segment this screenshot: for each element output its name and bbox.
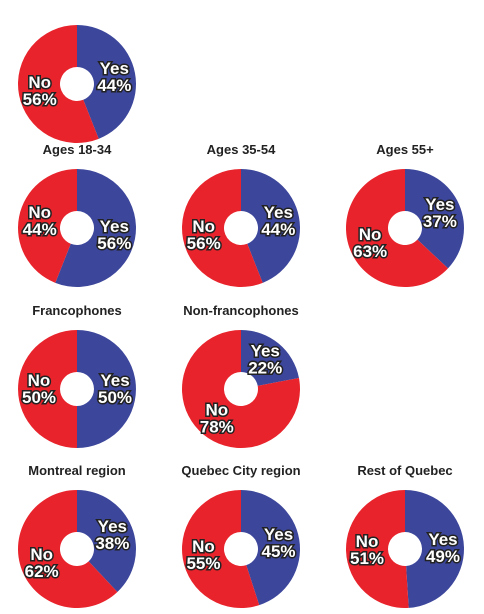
donut-chart-ages-18-34: Ages 18-34 Yes 56% No 44%: [12, 141, 142, 293]
slice-value-yes: 38%: [95, 534, 129, 553]
slice-label-no: No: [359, 225, 382, 244]
slice-value-yes: 37%: [423, 212, 457, 231]
chart-title: Quebec City region: [181, 463, 301, 478]
slice-label-no: No: [205, 400, 228, 419]
donut-chart-ages-35-54: Ages 35-54 Yes 44% No 56%: [176, 141, 306, 293]
chart-title: Rest of Quebec: [357, 463, 453, 478]
chart-title: Francophones: [32, 303, 122, 318]
slice-label-no: No: [356, 532, 379, 551]
slice-value-no: 56%: [23, 90, 57, 109]
slice-value-no: 56%: [187, 234, 221, 253]
chart-title: Ages 55+: [376, 142, 434, 157]
slice-label-no: No: [28, 203, 51, 222]
slice-no: [17, 169, 77, 283]
slice-yes: [405, 490, 464, 608]
slice-label-no: No: [30, 545, 53, 564]
slice-yes: [241, 330, 299, 386]
slice-value-yes: 44%: [261, 220, 295, 239]
slice-yes: [77, 25, 137, 139]
slice-value-yes: 50%: [98, 388, 132, 407]
slice-label-yes: Yes: [425, 195, 454, 214]
donut-chart-non-francophones: Non-francophones Yes 22% No 78%: [176, 302, 306, 454]
slice-no: [182, 330, 300, 448]
slice-value-no: 44%: [23, 220, 57, 239]
slice-label-no: No: [28, 73, 51, 92]
slice-no: [18, 330, 77, 448]
donut-chart-francophones: Francophones Yes 50% No 50%: [12, 302, 142, 454]
donut-chart-overall: Yes 44% No 56%: [12, 0, 142, 149]
donut-chart-ages-55: Ages 55+ Yes 37% No 63%: [340, 141, 470, 293]
donut-chart-quebec-city-region: Quebec City region Yes 45% No 55%: [176, 462, 306, 614]
slice-no: [182, 490, 260, 608]
donut-chart-montreal-region: Montreal region Yes 38% No 62%: [12, 462, 142, 614]
slice-value-yes: 44%: [97, 76, 131, 95]
chart-title: Montreal region: [28, 463, 126, 478]
slice-no: [18, 25, 99, 143]
slice-label-yes: Yes: [251, 342, 280, 361]
slice-yes: [77, 330, 136, 448]
donut-chart-rest-of-quebec: Rest of Quebec Yes 49% No 51%: [340, 462, 470, 614]
slice-label-yes: Yes: [264, 203, 293, 222]
slice-label-no: No: [192, 537, 215, 556]
slice-yes: [241, 169, 300, 283]
slice-yes: [241, 490, 300, 606]
slice-yes: [405, 169, 464, 269]
slice-no: [182, 169, 263, 287]
slice-label-yes: Yes: [100, 217, 129, 236]
slice-value-yes: 56%: [97, 234, 131, 253]
chart-title: [12, 0, 142, 15]
chart-title: Ages 35-54: [206, 142, 276, 157]
slice-value-no: 62%: [25, 562, 59, 581]
slice-label-yes: Yes: [428, 530, 457, 549]
slice-value-yes: 22%: [248, 359, 282, 378]
chart-title: Ages 18-34: [42, 142, 112, 157]
slice-value-no: 55%: [186, 554, 220, 573]
slice-value-yes: 45%: [262, 542, 296, 561]
slice-label-no: No: [192, 217, 215, 236]
slice-label-yes: Yes: [100, 371, 129, 390]
slice-yes: [55, 169, 136, 287]
slice-value-no: 50%: [22, 388, 56, 407]
slice-value-yes: 49%: [426, 547, 460, 566]
slice-value-no: 51%: [350, 549, 384, 568]
slice-yes: [77, 490, 136, 593]
slice-label-yes: Yes: [100, 59, 129, 78]
slice-no: [346, 169, 449, 287]
slice-value-no: 63%: [353, 242, 387, 261]
slice-label-yes: Yes: [98, 517, 127, 536]
slice-value-no: 78%: [200, 417, 234, 436]
chart-title: Non-francophones: [183, 303, 299, 318]
slice-no: [345, 490, 409, 608]
slice-label-no: No: [28, 371, 51, 390]
slice-no: [18, 490, 118, 608]
slice-label-yes: Yes: [264, 525, 293, 544]
